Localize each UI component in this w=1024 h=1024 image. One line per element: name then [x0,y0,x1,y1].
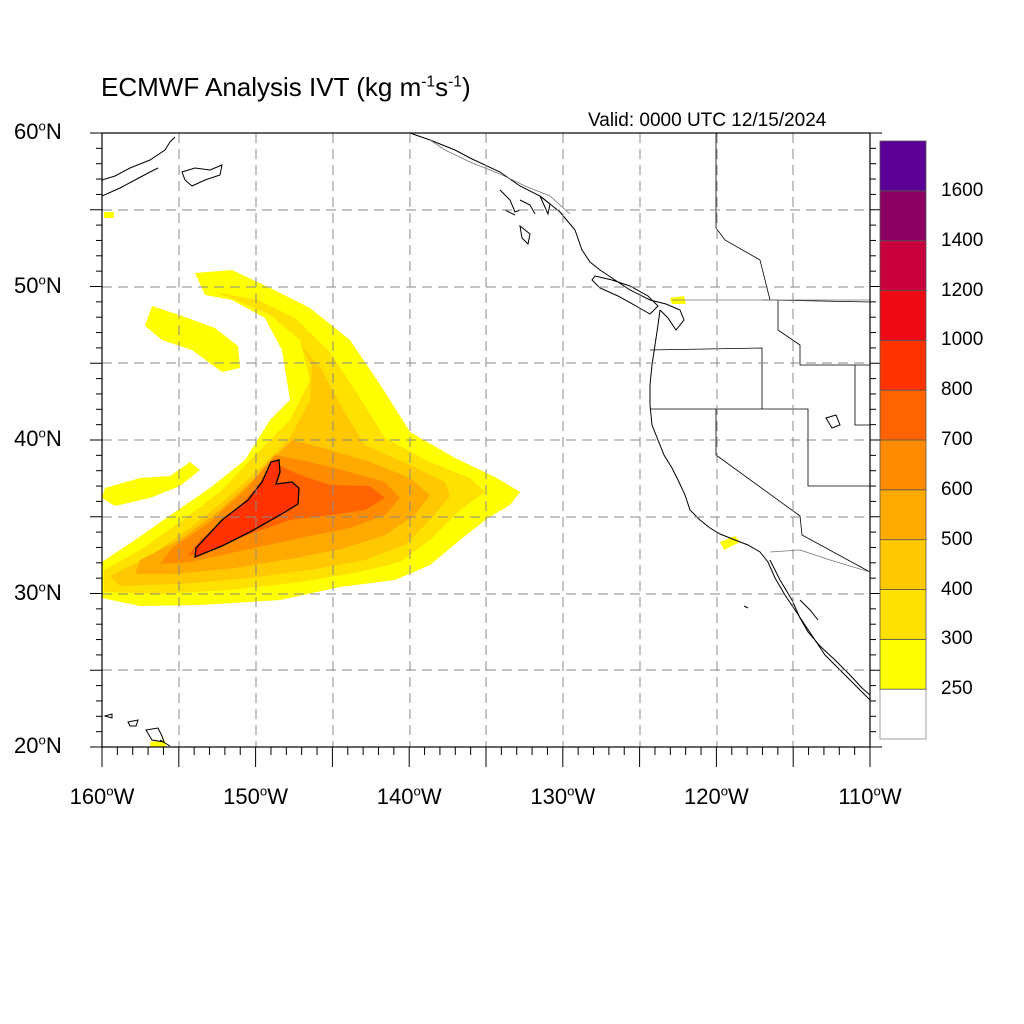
colorbar-box [879,589,927,640]
lat-label-value: 30 [14,579,39,605]
colorbar-level-label: 1400 [941,229,984,251]
degree-symbol: o [413,783,421,799]
lat-label: 20oN [14,733,62,759]
coastlines [102,133,870,747]
lat-label: 50oN [14,273,62,299]
state-borders [649,133,870,573]
degree-symbol: o [106,783,114,799]
colorbar-box [879,439,927,491]
colorbar-level-label: 700 [941,429,973,450]
ivt-contour-800 [194,459,300,559]
lon-label-value: 150 [223,784,260,809]
ivt-fill-250-b [145,306,240,372]
title-text-2: s [435,72,449,102]
colorbar-box [879,140,927,192]
baja-coast [769,559,870,696]
degree-symbol: o [259,783,268,799]
lat-hemisphere: N [45,272,62,298]
lat-label: 60oN [14,119,62,145]
valid-time-label: Valid: 0000 UTC 12/15/2024 [588,110,827,131]
ivt-fill-250-d [104,212,114,218]
hawaii-islands [103,713,171,747]
title-text-3: ) [461,72,471,102]
lat-label-value: 60 [14,119,39,144]
lon-label: 160oW [70,784,135,810]
colorbar-box [879,190,927,242]
colorbar-level-label: 1000 [941,329,984,351]
ivt-fill-800 [195,460,299,557]
colorbar-level-label: 500 [941,528,973,550]
lon-label-value: 160 [69,784,107,809]
colorbar [879,140,927,740]
lon-label: 110oW [838,784,901,810]
lon-label: 120oW [684,784,749,810]
lat-label: 40oN [14,426,62,452]
lat-hemisphere: N [45,119,62,144]
map-title: ECMWF Analysis IVT (kg m-1s-1) [101,72,471,103]
degree-symbol: o [38,118,46,134]
lon-hemisphere: W [420,784,442,809]
colorbar-level-label: 300 [941,628,973,650]
us-west-coast [649,309,870,701]
channel-islands [743,414,841,609]
lat-label-value: 50 [14,272,39,298]
degree-symbol: o [720,783,729,799]
ivt-shading [102,212,740,747]
mexico-border [769,549,870,573]
alaska-panhandle-islands [499,189,551,246]
colorbar-box [879,240,927,291]
lon-label: 130oW [530,784,595,810]
lon-label: 140oW [377,784,442,810]
lat-label-value: 20 [14,733,39,758]
degree-symbol: o [38,732,46,748]
ivt-fill-250-c [102,462,200,506]
lon-label-value: 130 [530,784,568,809]
axis-ticks [90,132,882,767]
colorbar-box [879,290,927,341]
colorbar-box [879,638,927,690]
colorbar-level-label: 250 [941,678,973,700]
alaska-coast [102,133,576,231]
lat-hemisphere: N [45,579,62,605]
lat-label: 30oN [14,580,62,606]
lon-label: 150oW [223,784,288,810]
colorbar-box [879,389,927,441]
colorbar-level-label: 1600 [941,179,984,201]
colorbar-box [879,489,927,541]
lat-label-value: 40 [14,426,39,451]
bc-coast [574,229,685,331]
lon-label-value: 140 [376,784,414,809]
title-sup-1: -1 [421,73,436,91]
degree-symbol: o [567,783,575,799]
degree-symbol: o [38,425,46,441]
colorbar-level-label: 1200 [941,279,984,301]
degree-symbol: o [873,783,881,799]
lon-hemisphere: W [728,784,749,809]
lon-hemisphere: W [113,784,135,809]
lon-hemisphere: W [267,784,289,809]
colorbar-box [879,688,927,740]
title-text: ECMWF Analysis IVT (kg m [101,72,422,102]
colorbar-level-label: 600 [941,478,973,500]
colorbar-level-label: 400 [941,578,973,600]
colorbar-box [879,339,927,391]
lat-hemisphere: N [45,426,62,451]
title-sup-2: -1 [448,73,462,91]
degree-symbol: o [38,272,46,288]
colorbar-level-label: 800 [941,379,973,401]
canada-us-border [429,139,870,301]
degree-symbol: o [38,579,46,595]
lon-label-value: 120 [683,784,721,809]
lat-hemisphere: N [45,733,62,758]
lon-hemisphere: W [574,784,596,809]
lon-label-value: 110 [838,784,874,809]
lon-hemisphere: W [880,784,902,809]
lat-lon-grid [102,133,870,747]
colorbar-box [879,539,927,590]
